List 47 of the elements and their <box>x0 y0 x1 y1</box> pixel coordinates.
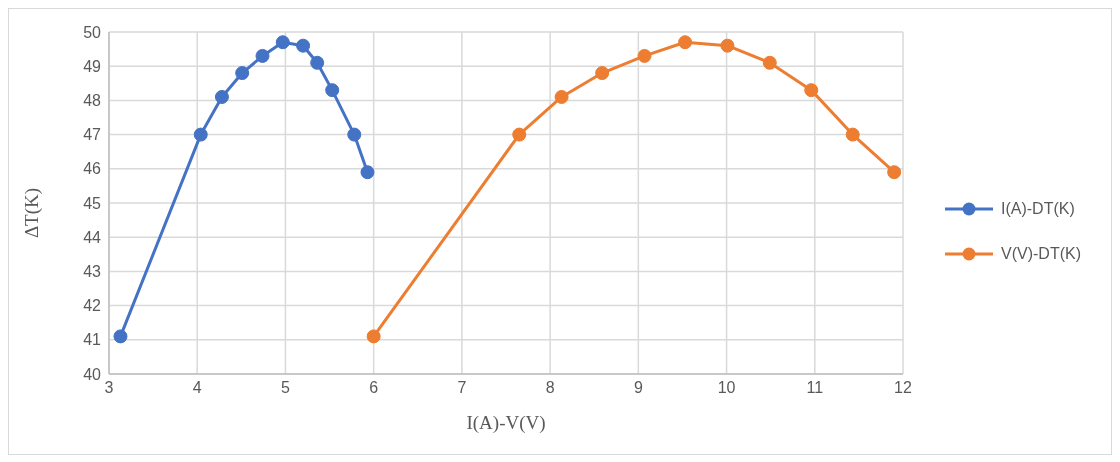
y-tick-label: 49 <box>83 57 102 75</box>
y-tick-label: 42 <box>83 297 102 315</box>
x-tick-label: 8 <box>545 379 555 397</box>
point <box>554 89 569 104</box>
y-tick-label: 40 <box>83 365 102 383</box>
point <box>325 83 340 98</box>
x-tick-label: 3 <box>104 379 114 397</box>
y-tick-label: 46 <box>83 160 102 178</box>
y-tick-label: 50 <box>83 23 102 41</box>
point <box>255 48 270 63</box>
x-tick-label: 6 <box>369 379 379 397</box>
point <box>347 127 362 142</box>
point <box>637 48 652 63</box>
point <box>310 55 325 70</box>
point <box>595 66 610 81</box>
point <box>235 66 250 81</box>
x-tick-label: 11 <box>806 379 824 397</box>
y-tick-label: 47 <box>83 126 102 144</box>
point <box>678 35 693 50</box>
point <box>512 127 527 142</box>
point <box>762 55 777 70</box>
point <box>296 38 311 53</box>
point <box>360 165 375 180</box>
x-tick-label: 5 <box>280 379 290 397</box>
y-tick-label: 45 <box>83 194 102 212</box>
legend-label: I(A)-DT(K) <box>1001 200 1075 218</box>
point <box>193 127 208 142</box>
point <box>275 35 290 50</box>
point <box>887 165 902 180</box>
point <box>113 329 128 344</box>
legend-label: V(V)-DT(K) <box>1001 245 1081 263</box>
y-tick-label: 48 <box>83 92 102 110</box>
x-tick-label: 7 <box>457 379 467 397</box>
point <box>804 83 819 98</box>
point <box>366 329 381 344</box>
x-tick-label: 10 <box>717 379 736 397</box>
point <box>845 127 860 142</box>
point <box>214 89 229 104</box>
x-tick-label: 9 <box>633 379 643 397</box>
x-tick-label: 4 <box>192 379 202 397</box>
y-tick-label: 44 <box>83 228 102 246</box>
point <box>720 38 735 53</box>
x-tick-label: 12 <box>894 379 913 397</box>
y-tick-label: 41 <box>83 331 102 349</box>
y-axis-title: ΔT(K) <box>20 187 43 239</box>
y-tick-label: 43 <box>83 263 102 281</box>
x-axis-title: I(A)-V(V) <box>466 412 546 434</box>
